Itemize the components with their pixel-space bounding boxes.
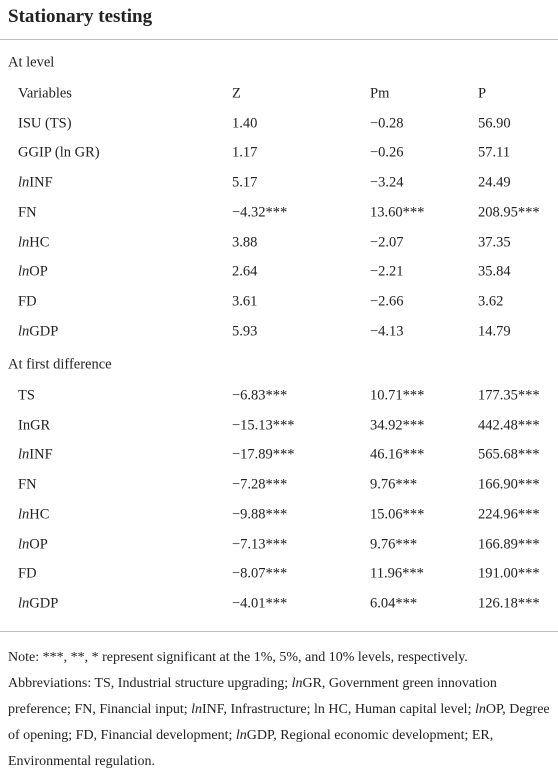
cell: −15.13*** [232, 417, 295, 434]
cell: 15.06*** [370, 506, 425, 523]
cell: 3.62 [478, 293, 504, 310]
cell: 191.00*** [478, 565, 540, 582]
cell: −2.07 [370, 234, 404, 250]
row-label: GGIP (ln GR) [18, 144, 100, 161]
cell: 10.71*** [370, 387, 425, 404]
rule [0, 631, 558, 632]
table-title: Stationary testing [8, 6, 153, 27]
cell: 5.93 [232, 323, 258, 340]
cell: 442.48*** [478, 417, 540, 434]
column-header: Z [232, 85, 241, 102]
cell: −2.66 [370, 293, 404, 310]
row-label: lnINF [18, 446, 53, 463]
cell: 1.40 [232, 115, 258, 132]
column-header: Variables [18, 85, 72, 102]
cell: 34.92*** [370, 417, 425, 434]
cell: 13.60*** [370, 204, 425, 221]
row-label: lnINF [18, 174, 53, 191]
cell: 35.84 [478, 263, 511, 280]
cell: 24.49 [478, 174, 511, 191]
cell: 565.68*** [478, 446, 540, 463]
cell: 46.16*** [370, 446, 425, 463]
row-label: lnHC [18, 506, 50, 523]
column-header: P [478, 85, 487, 102]
cell: 224.96*** [478, 506, 540, 523]
cell: −3.24 [370, 174, 404, 191]
cell: 57.11 [478, 144, 511, 161]
cell: −6.83*** [232, 387, 288, 404]
cell: 9.76*** [370, 536, 418, 552]
row-label: ISU (TS) [18, 115, 72, 132]
cell: 5.17 [232, 174, 258, 191]
row-label: lnGDP [18, 323, 59, 340]
cell: −0.26 [370, 144, 404, 161]
row-label: lnGDP [18, 595, 59, 612]
row-label: lnOP [18, 263, 48, 280]
cell: 37.35 [478, 234, 511, 250]
row-label: TS [18, 387, 35, 404]
row-label: InGR [18, 417, 51, 434]
rule [0, 39, 558, 40]
cell: 1.17 [232, 144, 258, 161]
cell: 6.04*** [370, 595, 418, 612]
row-label: FN [18, 204, 37, 221]
notes: Note: ***, **, * represent significant a… [8, 645, 553, 775]
cell: 177.35*** [478, 387, 540, 404]
cell: −0.28 [370, 115, 404, 132]
row-label: FD [18, 293, 37, 310]
row-label: lnHC [18, 234, 50, 250]
cell: 126.18*** [478, 595, 540, 612]
cell: 166.90*** [478, 476, 540, 493]
note: Note: ***, **, * represent significant a… [8, 650, 468, 665]
table-page: Stationary testing Note: ***, **, * repr… [0, 6, 558, 769]
cell: 11.96*** [370, 565, 424, 582]
cell: −7.28*** [232, 476, 288, 493]
cell: −17.89*** [232, 446, 295, 463]
cell: −9.88*** [232, 506, 288, 523]
cell: −2.21 [370, 263, 404, 280]
cell: −4.32*** [232, 204, 288, 221]
note: Abbreviations: TS, Industrial structure … [8, 676, 550, 769]
column-header: Pm [370, 85, 390, 102]
cell: 14.79 [478, 323, 511, 340]
cell: 9.76*** [370, 476, 418, 493]
cell: 208.95*** [478, 204, 540, 221]
cell: −8.07*** [232, 565, 288, 582]
cell: 166.89*** [478, 536, 540, 552]
section-label: At first difference [8, 356, 112, 373]
row-label: lnOP [18, 536, 48, 552]
cell: 3.61 [232, 293, 258, 310]
row-label: FN [18, 476, 37, 493]
cell: −4.13 [370, 323, 404, 340]
cell: 56.90 [478, 115, 511, 132]
cell: 2.64 [232, 263, 258, 280]
cell: −7.13*** [232, 536, 288, 552]
cell: 3.88 [232, 234, 258, 250]
row-label: FD [18, 565, 37, 582]
cell: −4.01*** [232, 595, 288, 612]
section-label: At level [8, 54, 55, 71]
